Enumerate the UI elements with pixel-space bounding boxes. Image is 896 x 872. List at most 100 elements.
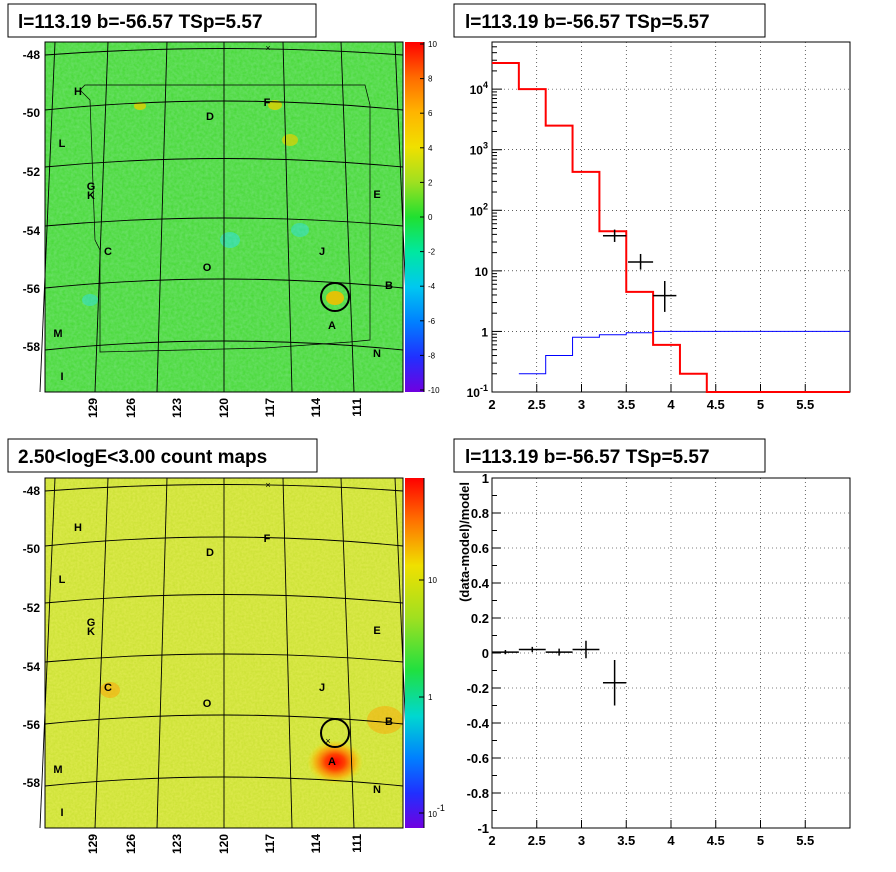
residual-x-tick-label: 3.5 <box>617 833 635 848</box>
colorbar-tick-label: -8 <box>428 351 436 360</box>
residual-blob <box>282 134 298 146</box>
sky-y-tick-label: -58 <box>23 340 41 354</box>
source-label: K <box>87 190 95 202</box>
sky-y-tick-label: -56 <box>23 718 41 732</box>
spectrum-x-tick-label: 3.5 <box>617 397 635 412</box>
colorbar-tick-label: -4 <box>428 282 436 291</box>
residual-x-tick-label: 4.5 <box>707 833 725 848</box>
colorbar-tick-label: 10 <box>428 576 437 585</box>
spectrum-y-tick-label: 104 <box>470 80 488 97</box>
sky-x-tick-label: 114 <box>309 398 323 418</box>
colorbar-tick-label: 10-1 <box>428 803 445 819</box>
sky-y-tick-label: -50 <box>23 106 41 120</box>
sky-x-tick-label: 123 <box>170 398 184 418</box>
source-label: E <box>373 189 380 201</box>
source-label: M <box>53 328 62 340</box>
residual-blob <box>291 223 309 237</box>
source-label: O <box>203 262 212 274</box>
source-label: K <box>87 626 95 638</box>
colorbar-tick-label: 2 <box>428 178 433 187</box>
spectrum-y-tick-label: 102 <box>470 201 488 218</box>
map-frame <box>44 41 404 393</box>
source-label: B <box>385 716 393 728</box>
panel-title: l=113.19 b=-56.57 TSp=5.57 <box>465 12 710 33</box>
residual-y-tick-label: -0.8 <box>467 786 489 801</box>
spectrum-x-tick-label: 5.5 <box>796 397 814 412</box>
residual-x-tick-label: 4 <box>667 833 675 848</box>
source-label: H <box>74 86 82 98</box>
marker-cross: × <box>265 43 270 53</box>
residual-blob <box>82 294 98 306</box>
count-hot-spot <box>307 740 363 784</box>
spectrum-y-tick-label: 1 <box>481 325 488 339</box>
sky-y-tick-label: -52 <box>23 165 41 179</box>
residual-blob <box>268 100 282 110</box>
sky-x-tick-label: 114 <box>309 834 323 854</box>
count-warm-spot <box>100 682 120 698</box>
residual-blob <box>134 102 146 110</box>
residual-y-tick-label: 0.8 <box>471 506 489 521</box>
source-label: J <box>319 682 325 694</box>
sky-x-tick-label: 126 <box>124 398 138 418</box>
colorbar-counts <box>405 478 424 828</box>
source-label: H <box>74 522 82 534</box>
bottom-left-panel: × × <box>39 477 411 829</box>
source-label: B <box>385 280 393 292</box>
colorbar-tick-label: 8 <box>428 75 433 84</box>
sky-x-tick-label: 111 <box>350 834 364 853</box>
marker-cross: × <box>325 736 330 746</box>
source-label: I <box>60 371 63 383</box>
source-label: D <box>206 111 214 123</box>
spectrum-x-tick-label: 5 <box>757 397 764 412</box>
count-warm-spot <box>367 706 403 734</box>
source-label: F <box>264 97 271 109</box>
source-label: C <box>104 682 112 694</box>
sky-x-tick-label: 129 <box>86 398 100 418</box>
sky-x-tick-label: 120 <box>217 398 231 418</box>
source-label: G <box>87 181 96 193</box>
map-frame <box>44 477 404 829</box>
residual-x-tick-label: 5.5 <box>796 833 814 848</box>
residual-blob <box>220 232 240 248</box>
residual-y-tick-label: 0.4 <box>471 576 490 591</box>
sky-x-tick-label: 120 <box>217 834 231 854</box>
source-label: F <box>264 533 271 545</box>
residual-x-tick-label: 2.5 <box>528 833 546 848</box>
sky-x-tick-label: 111 <box>350 398 364 417</box>
title-box-bottom-right: l=113.19 b=-56.57 TSp=5.57 <box>453 438 766 473</box>
colorbar-tick-label: 6 <box>428 109 433 118</box>
colorbar-residual <box>405 42 424 392</box>
residual-y-tick-label: -0.4 <box>467 716 490 731</box>
colorbar-tick-label: 4 <box>428 144 433 153</box>
source-label: J <box>319 246 325 258</box>
total-model-line <box>492 62 850 393</box>
source-label: M <box>53 764 62 776</box>
residual-y-tick-label: 0 <box>482 646 489 661</box>
sky-y-tick-label: -52 <box>23 601 41 615</box>
spectrum-y-tick-label: 103 <box>470 141 488 158</box>
spectrum-y-tick-label: 10-1 <box>467 383 488 400</box>
background-model-line <box>518 330 850 375</box>
residual-y-tick-label: 0.6 <box>471 541 489 556</box>
panel-title: 2.50<logE<3.00 count maps <box>18 447 267 468</box>
sky-y-tick-label: -56 <box>23 282 41 296</box>
source-label: A <box>328 756 336 768</box>
colorbar-tick-label: -10 <box>428 386 440 395</box>
spectrum-y-tick-label: 10 <box>475 265 489 279</box>
colorbar-tick-label: 10 <box>428 40 437 49</box>
colorbar-tick-label: 1 <box>428 693 433 702</box>
source-label: G <box>87 617 96 629</box>
source-label: D <box>206 547 214 559</box>
sky-y-tick-label: -48 <box>23 48 41 62</box>
spectrum-x-tick-label: 2 <box>488 397 495 412</box>
top-left-panel: × <box>39 41 411 393</box>
title-box-top-left: l=113.19 b=-56.57 TSp=5.57 <box>7 3 317 38</box>
source-label: N <box>373 348 381 360</box>
source-label: A <box>328 320 336 332</box>
source-label: N <box>373 784 381 796</box>
title-box-bottom-left: 2.50<logE<3.00 count maps <box>7 438 318 473</box>
residual-x-tick-label: 5 <box>757 833 764 848</box>
residual-x-tick-label: 3 <box>578 833 585 848</box>
